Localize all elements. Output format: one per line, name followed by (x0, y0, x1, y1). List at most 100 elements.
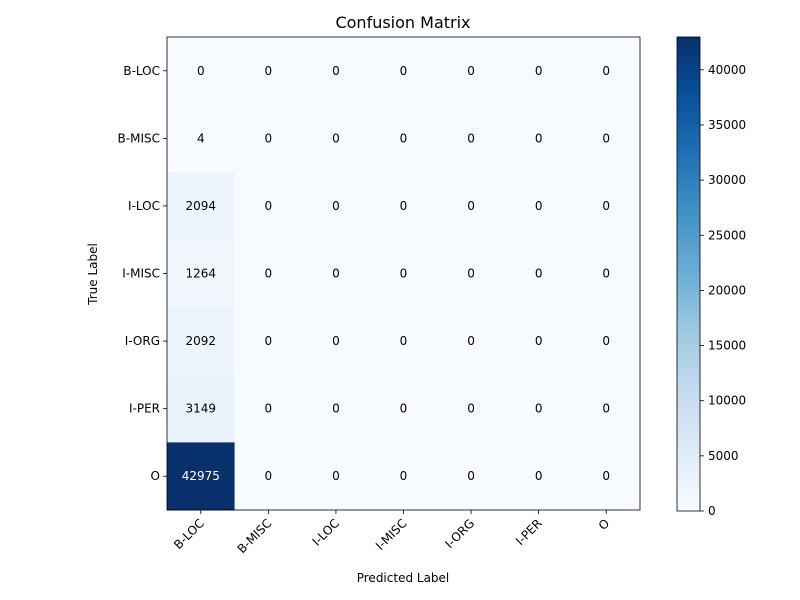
heatmap-cell (167, 239, 236, 308)
heatmap-cell (302, 374, 371, 443)
cell-value-label: 0 (535, 267, 543, 281)
colorbar-tick-label: 30000 (708, 173, 746, 187)
heatmap-cell (504, 307, 573, 376)
heatmap-cell (504, 37, 573, 106)
colorbar-tick-label: 0 (708, 504, 716, 518)
cell-value-label: 0 (332, 469, 340, 483)
heatmap-cell (572, 239, 641, 308)
x-tick-label: I-ORG (442, 516, 477, 551)
cell-value-label: 0 (400, 334, 408, 348)
cell-value-label: 0 (535, 199, 543, 213)
cell-value-label: 0 (332, 334, 340, 348)
heatmap-cell (369, 442, 438, 511)
heatmap-cell (234, 172, 303, 241)
heatmap-cell (167, 172, 236, 241)
colorbar-tick-label: 35000 (708, 118, 746, 132)
cell-value-label: 0 (400, 267, 408, 281)
heatmap-cells: 0 0 0 0 0 0 0 4 0 0 0 0 0 0 2094 0 0 0 0 0 0 1264 0 0 0 0 0 0 2092 0 0… (167, 37, 641, 511)
heatmap-cell (302, 307, 371, 376)
x-tick-label: O (596, 516, 613, 533)
cell-value-label: 0 (535, 334, 543, 348)
cell-value-label: 3149 (186, 402, 217, 416)
y-axis-ticks: B-LOC B-MISC I-LOC I-MISC I-ORG I-PER O (118, 64, 167, 483)
y-tick-label: B-MISC (118, 131, 160, 145)
heatmap-cell (369, 307, 438, 376)
heatmap-cell (504, 172, 573, 241)
x-tick-label: I-PER (513, 516, 545, 548)
cell-value-label: 0 (467, 402, 475, 416)
heatmap-cell (437, 307, 506, 376)
cell-value-label: 0 (535, 469, 543, 483)
heatmap-cell (234, 239, 303, 308)
cell-value-label: 0 (400, 199, 408, 213)
heatmap-cell (572, 442, 641, 511)
heatmap-cell (437, 374, 506, 443)
heatmap-cell (437, 172, 506, 241)
cell-value-label: 2094 (186, 199, 217, 213)
heatmap-cell (369, 172, 438, 241)
heatmap-cell (234, 104, 303, 173)
y-tick-label: I-LOC (128, 199, 160, 213)
cell-value-label: 0 (467, 469, 475, 483)
cell-value-label: 0 (400, 402, 408, 416)
heatmap-cell (572, 172, 641, 241)
cell-value-label: 0 (332, 199, 340, 213)
heatmap-cell (369, 239, 438, 308)
colorbar-tick-label: 20000 (708, 283, 746, 297)
heatmap-cell (437, 442, 506, 511)
heatmap-cell (167, 104, 236, 173)
cell-value-label: 0 (265, 199, 273, 213)
cell-value-label: 2092 (186, 334, 217, 348)
cell-value-label: 0 (265, 469, 273, 483)
cell-value-label: 0 (535, 402, 543, 416)
heatmap-cell (302, 442, 371, 511)
heatmap-cell (167, 442, 236, 511)
heatmap-cell (167, 374, 236, 443)
y-tick-label: I-PER (129, 402, 160, 416)
heatmap-cell (302, 37, 371, 106)
colorbar-tick-label: 5000 (708, 449, 739, 463)
cell-value-label: 0 (265, 402, 273, 416)
heatmap-cell (234, 37, 303, 106)
colorbar-tick-label: 40000 (708, 63, 746, 77)
cell-value-label: 0 (535, 64, 543, 78)
cell-value-label: 0 (400, 131, 408, 145)
colorbar (676, 36, 701, 512)
cell-value-label: 0 (265, 131, 273, 145)
colorbar-tick-label: 15000 (708, 339, 746, 353)
y-tick-label: O (151, 469, 160, 483)
heatmap-cell (504, 239, 573, 308)
heatmap-cell (302, 104, 371, 173)
cell-value-label: 0 (400, 469, 408, 483)
cell-value-label: 0 (602, 469, 610, 483)
heatmap-cell (504, 104, 573, 173)
heatmap-cell (234, 307, 303, 376)
heatmap-cell (504, 374, 573, 443)
x-tick-label: B-MISC (235, 516, 275, 556)
x-axis-ticks: B-LOC B-MISC I-LOC I-MISC I-ORG I-PER O (171, 510, 612, 556)
cell-value-label: 42975 (182, 469, 220, 483)
cell-value-label: 0 (332, 64, 340, 78)
cell-value-label: 0 (332, 402, 340, 416)
cell-value-label: 0 (332, 267, 340, 281)
heatmap-cell (167, 37, 236, 106)
x-tick-label: B-LOC (171, 516, 207, 552)
cell-value-label: 0 (197, 64, 205, 78)
heatmap-cell (504, 442, 573, 511)
chart-title: Confusion Matrix (335, 13, 470, 32)
x-tick-label: I-MISC (373, 516, 410, 553)
x-axis-label: Predicted Label (357, 571, 450, 585)
heatmap-cell (572, 307, 641, 376)
cell-value-label: 0 (602, 64, 610, 78)
cell-value-label: 0 (265, 334, 273, 348)
cell-value-label: 0 (265, 267, 273, 281)
cell-value-label: 0 (602, 131, 610, 145)
colorbar-ticks: 0 5000 10000 15000 20000 25000 30000 35000 40000 (700, 63, 746, 518)
cell-value-label: 0 (602, 199, 610, 213)
cell-value-label: 0 (467, 267, 475, 281)
y-tick-label: B-LOC (123, 64, 160, 78)
heatmap-cell (572, 37, 641, 106)
cell-value-label: 0 (467, 334, 475, 348)
cell-value-label: 0 (400, 64, 408, 78)
